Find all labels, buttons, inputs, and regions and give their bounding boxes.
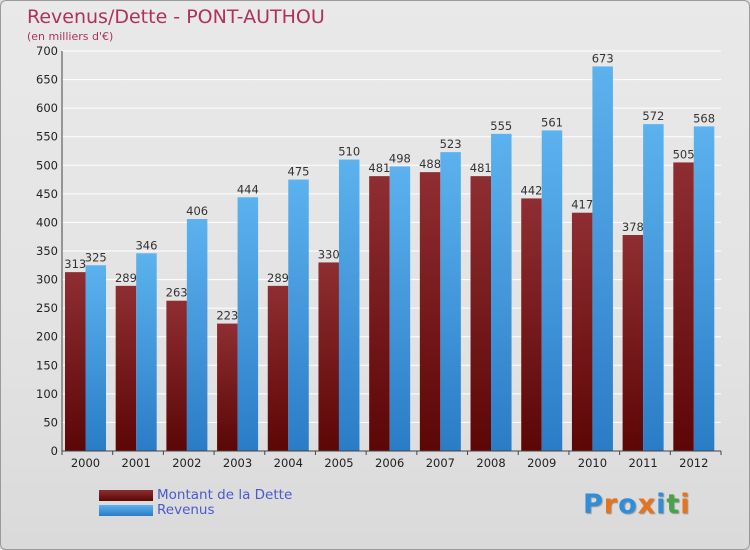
legend-swatch-revenus [99,505,153,516]
logo-letter: P [583,489,604,520]
bar-revenus-2001 [136,253,157,451]
x-tick-label: 2011 [628,456,657,470]
x-tick-label: 2012 [679,456,708,470]
y-tick-label: 350 [36,244,58,258]
bar-revenus-2004 [288,179,309,452]
data-label-dette: 289 [267,271,289,285]
bar-dette-2000 [65,272,86,451]
x-tick-label: 2005 [324,456,353,470]
legend-swatch-dette [99,490,153,501]
bar-revenus-2003 [237,197,259,451]
logo-letter: t [666,489,681,520]
data-label-dette: 378 [622,220,644,234]
bar-dette-2009 [521,198,542,451]
chart-subtitle: (en milliers d'€) [27,30,114,43]
logo-letter: x [637,489,657,520]
bar-revenus-2000 [85,265,106,451]
data-label-revenus: 568 [693,111,715,125]
data-label-revenus: 561 [541,115,563,129]
bar-dette-2010 [571,212,593,451]
bar-revenus-2011 [643,124,664,452]
y-tick-label: 500 [36,158,58,172]
y-tick-label: 450 [36,187,58,201]
bar-dette-2007 [419,172,441,451]
bar-revenus-2009 [541,130,563,451]
y-tick-label: 650 [36,73,58,87]
logo-letter: r [603,489,619,520]
data-label-dette: 488 [419,157,441,171]
data-label-dette: 505 [673,147,695,161]
bar-dette-2001 [115,285,137,451]
x-tick-label: 2006 [375,456,404,470]
x-tick-label: 2008 [476,456,505,470]
y-tick-label: 300 [36,273,58,287]
data-label-revenus: 498 [389,151,411,165]
data-label-dette: 481 [470,161,492,175]
data-label-revenus: 475 [288,165,310,179]
x-tick-label: 2001 [122,456,151,470]
data-label-dette: 481 [368,161,390,175]
bar-dette-2003 [217,323,238,451]
y-tick-label: 700 [36,44,58,58]
bar-revenus-2006 [389,166,411,451]
bar-revenus-2007 [440,152,461,451]
logo-letter: i [680,489,691,520]
bar-dette-2012 [673,162,694,451]
x-tick-label: 2009 [527,456,556,470]
data-label-revenus: 523 [440,137,462,151]
bar-dette-2006 [369,176,390,451]
y-tick-label: 550 [36,130,58,144]
bar-revenus-2002 [186,219,208,451]
data-label-revenus: 346 [135,238,157,252]
data-label-dette: 263 [166,286,188,300]
bar-revenus-2008 [491,133,512,451]
data-label-revenus: 510 [338,145,360,159]
x-tick-label: 2000 [71,456,100,470]
logo-letter: o [618,489,638,520]
data-label-dette: 417 [571,198,593,212]
bar-revenus-2012 [693,126,715,451]
x-tick-label: 2010 [578,456,607,470]
data-label-dette: 313 [64,257,86,271]
logo-letter: i [656,489,667,520]
data-label-dette: 330 [318,247,340,261]
y-tick-label: 100 [36,387,58,401]
x-tick-label: 2002 [172,456,201,470]
y-tick-label: 200 [36,330,58,344]
bar-dette-2004 [267,285,289,451]
legend-label-revenus: Revenus [157,502,215,518]
data-label-revenus: 444 [237,182,259,196]
y-tick-label: 400 [36,215,58,229]
bar-dette-2011 [622,235,644,451]
data-label-revenus: 673 [592,51,614,65]
data-label-dette: 223 [216,309,238,323]
y-tick-label: 600 [36,101,58,115]
y-tick-label: 150 [36,358,58,372]
y-tick-label: 0 [51,444,58,458]
data-label-revenus: 555 [490,119,512,133]
x-tick-label: 2004 [274,456,303,470]
data-label-dette: 289 [115,271,137,285]
x-tick-label: 2007 [426,456,455,470]
x-tick-label: 2003 [223,456,252,470]
proxiti-logo: Proxiti [583,489,691,520]
y-tick-label: 50 [43,415,58,429]
data-label-revenus: 325 [85,250,107,264]
y-tick-label: 250 [36,301,58,315]
bar-revenus-2005 [338,159,360,452]
data-label-dette: 442 [521,183,543,197]
bar-dette-2005 [318,262,339,451]
chart-title: Revenus/Dette - PONT-AUTHOU [27,6,325,28]
bar-dette-2002 [166,300,187,451]
data-label-revenus: 572 [642,109,664,123]
data-label-revenus: 406 [186,204,208,218]
bar-dette-2008 [470,176,492,451]
bar-revenus-2010 [592,66,613,451]
legend-label-dette: Montant de la Dette [157,487,293,503]
